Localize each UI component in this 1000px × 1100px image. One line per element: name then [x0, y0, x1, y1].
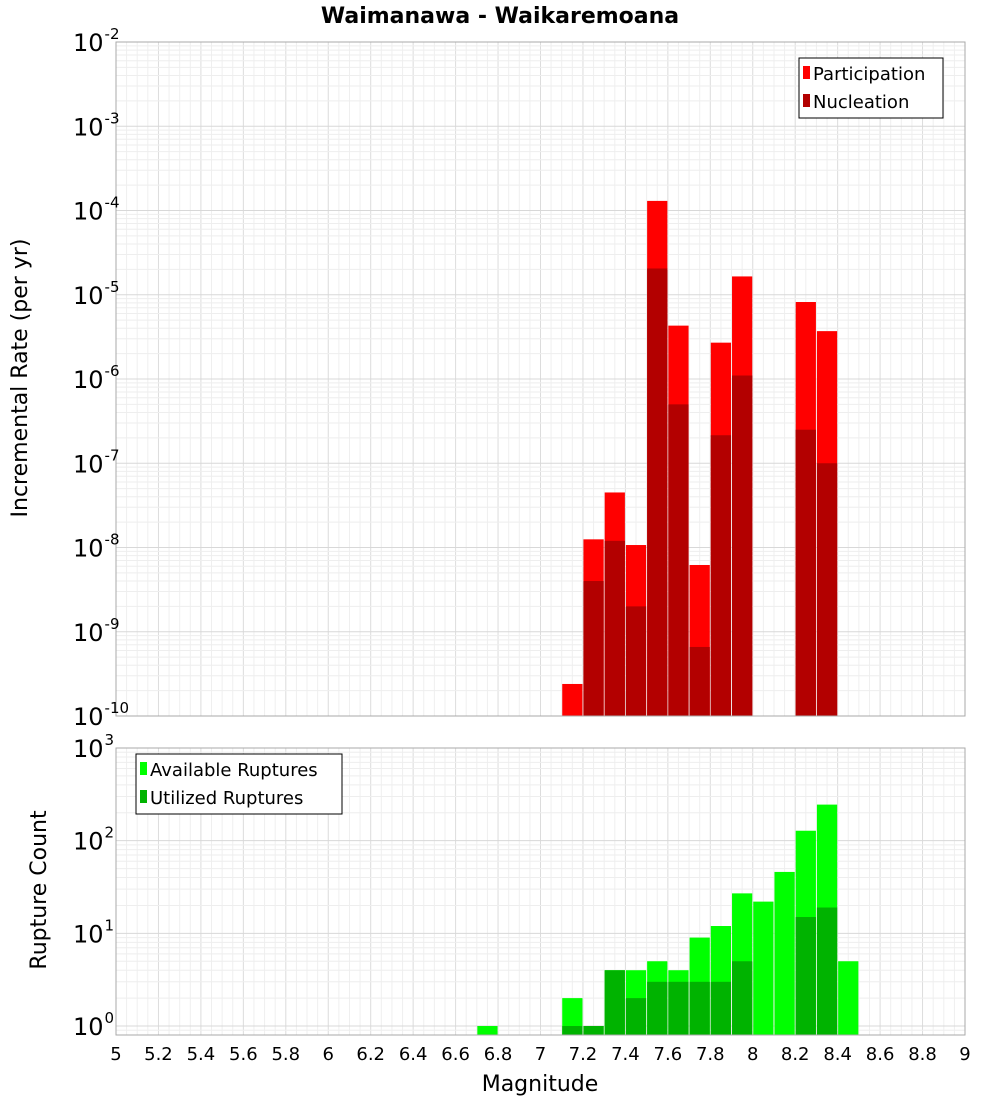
- bar: [477, 1026, 498, 1035]
- series-nucleation: [583, 268, 838, 716]
- legend-entry: Utilized Ruptures: [150, 788, 303, 809]
- x-tick-label: 7.6: [654, 1044, 683, 1065]
- y-tick-label: 10-7: [73, 446, 120, 478]
- bar: [816, 907, 838, 1035]
- x-tick-label: 7: [535, 1044, 546, 1065]
- legend-swatch: [140, 790, 147, 803]
- y-tick-label: 101: [73, 916, 114, 948]
- x-tick-label: 9: [959, 1044, 970, 1065]
- y-tick-label: 102: [73, 824, 114, 856]
- legend-entry: Participation: [813, 64, 925, 85]
- chart-title: Waimanawa - Waikaremoana: [321, 4, 679, 29]
- bar: [562, 1026, 583, 1035]
- x-tick-label: 5.2: [144, 1044, 173, 1065]
- series-utilized-ruptures: [562, 907, 838, 1035]
- x-tick-label: 8.2: [781, 1044, 810, 1065]
- bar: [753, 901, 774, 1035]
- bar: [689, 981, 710, 1035]
- y-tick-label: 103: [73, 731, 114, 763]
- bar: [732, 375, 753, 716]
- bar: [774, 871, 795, 1035]
- panel-1: 10-10 10-9 10-8 10-7 10-6 10-5 10-4 10-3 10-2 Par…: [73, 25, 966, 731]
- bar: [647, 981, 668, 1035]
- y-tick-label: 10-8: [73, 531, 120, 563]
- top-y-axis-label: Incremental Rate (per yr): [8, 239, 33, 518]
- bar: [732, 961, 753, 1035]
- x-tick-label: 8.8: [908, 1044, 937, 1065]
- legend-box: [798, 57, 944, 119]
- bar: [604, 540, 625, 716]
- bar: [647, 268, 668, 716]
- bar: [795, 917, 816, 1035]
- bottom-y-axis-label: Rupture Count: [27, 810, 52, 970]
- x-tick-label: 6.4: [399, 1044, 428, 1065]
- bar: [668, 981, 689, 1035]
- x-tick-label: 8: [747, 1044, 758, 1065]
- panel-2: 100 101 102 103 Available Ruptures Utilized R…: [73, 731, 966, 1041]
- x-tick-label: 7.2: [569, 1044, 598, 1065]
- x-axis-label: Magnitude: [482, 1072, 599, 1097]
- x-tick-label: 5: [110, 1044, 121, 1065]
- x-tick-label: 6.8: [484, 1044, 513, 1065]
- x-tick-label: 6: [323, 1044, 334, 1065]
- x-tick-label: 5.8: [271, 1044, 300, 1065]
- y-tick-label: 10-9: [73, 615, 120, 647]
- y-tick-label: 100: [73, 1009, 114, 1041]
- y-tick-label: 10-4: [73, 194, 120, 226]
- y-tick-label: 10-10: [73, 699, 129, 731]
- x-tick-label: 8.4: [823, 1044, 852, 1065]
- plot-frame: [115, 41, 966, 717]
- legend-swatch: [803, 94, 810, 107]
- x-tick-labels: 5 5.2 5.4 5.6 5.8 6 6.2 6.4 6.6 6.8 7 7.2 7.4 7.6 7.8 8…: [110, 1044, 970, 1065]
- legend-entry: Available Ruptures: [150, 760, 318, 781]
- legend: Available Ruptures Utilized Ruptures: [135, 753, 343, 815]
- bar: [562, 998, 583, 1035]
- y-tick-label: 10-3: [73, 109, 120, 141]
- x-tick-label: 5.6: [229, 1044, 258, 1065]
- bar: [838, 961, 859, 1035]
- bar: [668, 404, 689, 716]
- legend-box: [135, 753, 343, 815]
- legend-swatch: [140, 762, 147, 775]
- legend-swatch: [803, 66, 810, 79]
- bar: [710, 981, 732, 1035]
- bar: [604, 970, 625, 1035]
- bar: [583, 581, 604, 716]
- bar: [710, 435, 732, 716]
- x-tick-label: 5.4: [187, 1044, 216, 1065]
- y-tick-label: 10-5: [73, 278, 120, 310]
- bar: [625, 606, 647, 716]
- x-tick-label: 6.6: [441, 1044, 470, 1065]
- bar: [583, 1026, 604, 1035]
- x-tick-label: 8.6: [866, 1044, 895, 1065]
- bar: [816, 463, 838, 716]
- legend: Participation Nucleation: [798, 57, 944, 119]
- x-tick-label: 7.4: [611, 1044, 640, 1065]
- legend-entry: Nucleation: [813, 92, 909, 113]
- bar: [689, 646, 710, 716]
- y-tick-label: 10-6: [73, 362, 120, 394]
- plot-frame: [115, 747, 966, 1036]
- y-tick-label: 10-2: [73, 25, 120, 57]
- x-tick-label: 7.8: [696, 1044, 725, 1065]
- bar: [562, 683, 583, 716]
- bar: [795, 429, 816, 716]
- bar: [625, 998, 647, 1035]
- x-tick-label: 6.2: [356, 1044, 385, 1065]
